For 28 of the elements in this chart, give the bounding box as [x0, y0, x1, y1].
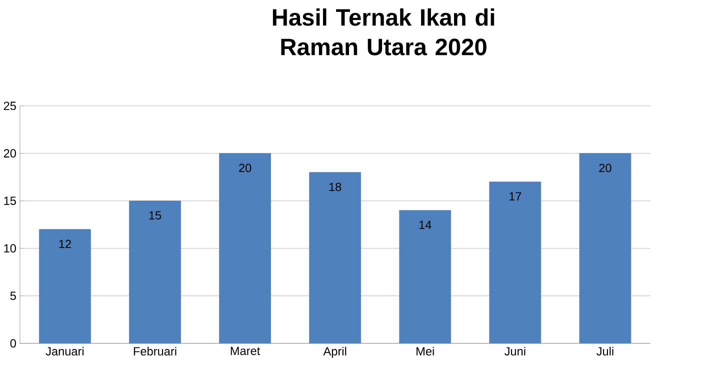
y-tick-label: 25 [4, 102, 16, 110]
bar [399, 210, 452, 344]
bar [129, 200, 181, 344]
bar [39, 229, 91, 344]
x-tick-label: Maret [230, 346, 260, 356]
y-tick-label: 0 [10, 339, 16, 348]
y-tick-label: 20 [4, 149, 16, 158]
x-tick-label: Februari [134, 346, 176, 356]
bar [579, 153, 632, 344]
data-label: 20 [599, 164, 612, 172]
x-tick-label: Juli [596, 346, 614, 356]
data-label: 15 [149, 211, 162, 220]
x-tick-label: Juni [504, 346, 526, 356]
x-tick-label: Januari [46, 346, 84, 356]
y-tick-label: 15 [4, 196, 16, 205]
y-tick-label: 10 [4, 244, 16, 253]
chart-title: Hasil Ternak Ikan di Raman Utara 2020 [272, 8, 494, 56]
data-label: 20 [239, 164, 252, 172]
bar [219, 153, 271, 344]
x-tick-label: Mei [416, 346, 434, 356]
x-tick-label: April [323, 346, 346, 358]
data-label: 17 [509, 192, 522, 200]
data-label: 18 [329, 182, 342, 192]
data-label: 12 [59, 240, 71, 248]
y-tick-label: 5 [10, 292, 16, 300]
data-label: 14 [419, 220, 432, 229]
bar [309, 172, 362, 344]
bar [489, 182, 542, 344]
